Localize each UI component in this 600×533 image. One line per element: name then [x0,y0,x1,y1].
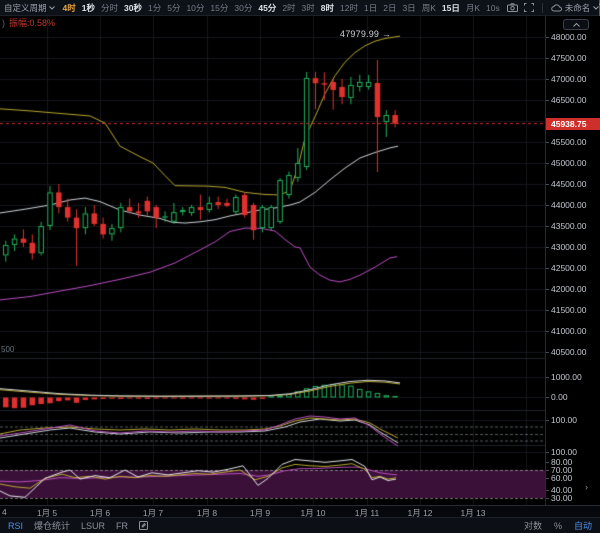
date-axis[interactable]: 4 1月 5 1月 6 1月 7 1月 8 1月 9 1月 10 1月 11 1月 12 1月 1… [0,505,600,518]
timeframe-15分[interactable]: 15分 [210,2,229,13]
timeframe-月K[interactable]: 月K [465,2,480,13]
date-label: 1月 10 [300,508,326,518]
edit-indicators-icon[interactable] [139,521,149,530]
account-name: 未命名 [564,2,591,13]
scale-control-对数[interactable]: 对数 [523,521,542,531]
price-axis-label: 100.00 [546,415,577,425]
timeframe-10分[interactable]: 10分 [186,2,205,13]
price-axis-label: 45500.00 [545,137,587,147]
price-axis[interactable]: 48000.00 47500.00 47000.00 46500.00 45500.00… [545,16,600,505]
price-axis-label: 0.00 [546,392,568,402]
timeframe-3时[interactable]: 3时 [301,2,315,13]
screenshot-camera-icon[interactable] [506,3,518,12]
timeframe-1分[interactable]: 1分 [147,2,162,13]
timeframe-3日[interactable]: 3日 [402,2,416,13]
indicator-tab-LSUR[interactable]: LSUR [81,520,106,531]
left-partial-label: 500 [1,345,15,354]
indicator-tab-爆仓统计[interactable]: 爆仓统计 [34,521,71,531]
date-label: 1月 8 [196,508,218,518]
candlestick-chart-canvas[interactable] [0,16,545,505]
date-label: 1月 11 [354,508,380,518]
high-price-annotation: 47979.99 → [340,29,392,39]
timeframe-4时[interactable]: 4时 [62,2,76,13]
timeframe-45分[interactable]: 45分 [258,2,277,13]
price-axis-label: 42500.00 [545,263,587,273]
indicator-tabs: RSI 爆仓统计 LSUR FR [0,519,128,532]
indicator-tab-FR[interactable]: FR [116,520,129,531]
price-axis-label: 1000.00 [546,372,582,382]
date-label: 1月 7 [142,508,164,518]
date-label: 1月 12 [407,508,433,518]
timeframe-10s[interactable]: 10s [486,2,500,13]
timeframe-5分[interactable]: 5分 [167,2,181,13]
price-axis-label: 44000.00 [545,200,587,210]
price-axis-label: 46500.00 [545,95,587,105]
timeframe-30秒[interactable]: 30秒 [124,2,142,13]
price-axis-label: 30.00 [545,493,573,503]
chevron-down-icon [48,5,55,10]
timeframe-2时[interactable]: 2时 [282,2,296,13]
price-axis-label: 100.00 [546,447,577,457]
timeframe-12时[interactable]: 12时 [340,2,358,13]
indicator-tab-RSI[interactable]: RSI [8,520,24,531]
timeframe-8时[interactable]: 8时 [320,2,335,13]
chart-area: ) 振幅:0.58% 47979.99 → 500 48000.00 47500.0… [0,16,600,505]
cloud-icon [550,3,562,12]
chart-legend: ) 振幅:0.58% [2,16,55,29]
date-label: 1月 9 [249,508,271,518]
chevron-down-icon [593,5,600,10]
bottom-toolbar: RSI 爆仓统计 LSUR FR 对数% 自动 [0,517,600,533]
price-axis-label: 40.00 [545,485,573,495]
scale-controls: 对数% 自动 [524,519,600,532]
price-axis-label: 40500.00 [545,347,587,357]
amplitude-value: 振幅:0.58% [9,18,56,28]
price-axis-label: 60.00 [545,473,573,483]
custom-period-label: 自定义周期 [4,2,47,13]
timeframe-分时[interactable]: 分时 [100,2,118,13]
price-axis-label: 43000.00 [545,242,587,252]
panel-expand-arrow[interactable]: › [585,482,588,492]
timeframe-15日[interactable]: 15日 [441,2,460,13]
date-label: 1月 13 [460,508,486,518]
scale-control-自动[interactable]: 自动 [573,521,592,531]
timeframe-30分[interactable]: 30分 [234,2,253,13]
date-label: 1月 6 [89,508,111,518]
date-label: 1月 5 [36,508,58,518]
custom-period-selector[interactable]: 自定义周期 [0,2,60,14]
price-axis-label: 42000.00 [545,284,587,294]
account-layout-menu[interactable]: 未命名 [550,2,600,14]
timeframe-list: 4时 1秒 分时 30秒 1分 5分 10分 15分 30分 45分 2时 3时 8时 12时 1日 2日 3日… [60,2,503,14]
timeframe-周K[interactable]: 周K [421,2,436,13]
price-axis-label: 41000.00 [545,326,587,336]
collapse-axis-button[interactable] [563,19,589,30]
price-axis-label: 47000.00 [545,74,587,84]
arrow-right-icon: → [381,29,392,39]
legend-prefix: ) [2,18,5,28]
price-axis-label: 43500.00 [545,221,587,231]
top-toolbar: 自定义周期 4时 1秒 分时 30秒 1分 5分 10分 15分 30分 45分 2时 3时 8时 12时… [0,0,600,16]
scale-control-%[interactable]: % [553,520,562,531]
price-axis-label: 48000.00 [545,32,587,42]
fullscreen-icon[interactable] [523,3,534,12]
timeframe-1秒[interactable]: 1秒 [81,2,95,13]
price-axis-label: 41500.00 [545,305,587,315]
price-axis-label: 70.00 [545,465,573,475]
price-axis-label: 80.00 [545,457,573,467]
price-axis-label: 44500.00 [545,179,587,189]
timeframe-2日[interactable]: 2日 [383,2,397,13]
price-axis-label: 47500.00 [545,53,587,63]
price-axis-label: 45000.00 [545,158,587,168]
date-label: 4 [2,507,7,517]
last-price-badge: 45938.75 [546,118,600,130]
chevron-up-icon [572,22,580,27]
timeframe-1日[interactable]: 1日 [363,2,378,13]
toolbar-divider [541,2,543,13]
